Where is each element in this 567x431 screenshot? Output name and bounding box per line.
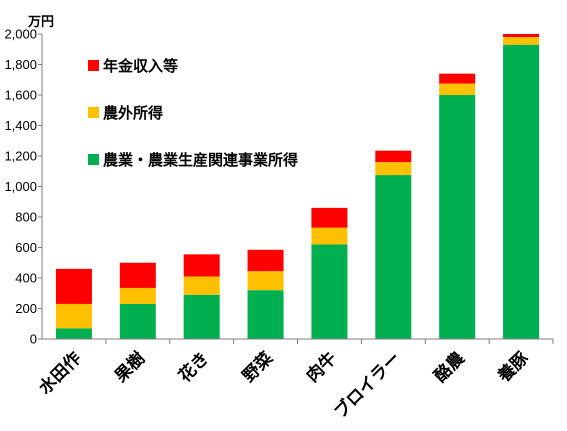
bar-stack xyxy=(311,207,348,339)
y-tick-label: 200 xyxy=(15,301,37,316)
bar-stack xyxy=(503,34,540,340)
bar-segment-farm-income xyxy=(375,175,412,339)
bar-segment-pension xyxy=(375,150,412,163)
bar-segment-pension xyxy=(119,262,156,288)
bar-segment-nonfarm-income xyxy=(439,83,476,95)
y-tick-label: 1,200 xyxy=(4,149,37,164)
bar-segment-pension xyxy=(55,268,92,304)
legend-swatch xyxy=(88,60,99,71)
bar-segment-farm-income xyxy=(503,44,540,340)
x-category-label: ブロイラー xyxy=(330,348,405,423)
bar-stack xyxy=(183,254,220,339)
x-category-label: 養豚 xyxy=(493,348,533,388)
bar-stack xyxy=(247,249,284,339)
y-axis-ticks: 0 200 400 600 800 1,000 1,200 1,400 1,600 1,800 2,… xyxy=(4,27,42,347)
bar-segment-pension xyxy=(247,249,284,272)
y-tick-label: 2,000 xyxy=(4,27,37,42)
bar-segment-pension xyxy=(183,254,220,277)
y-tick-label: 600 xyxy=(15,240,37,255)
legend-swatch xyxy=(88,107,99,118)
legend-label: 農業・農業生産関連事業所得 xyxy=(103,151,298,169)
legend-label: 農外所得 xyxy=(103,104,163,122)
y-axis-unit-label: 万円 xyxy=(27,15,54,30)
bar-stack xyxy=(119,262,156,339)
x-category-label: 肉牛 xyxy=(302,348,341,387)
x-category-label: 花き xyxy=(174,348,213,387)
y-tick-label: 1,600 xyxy=(4,88,37,103)
x-category-label: 水田作 xyxy=(35,348,86,399)
bar-segment-nonfarm-income xyxy=(119,287,156,304)
bar-segment-pension xyxy=(311,207,348,228)
y-tick-label: 1,400 xyxy=(4,118,37,133)
y-tick-label: 0 xyxy=(30,332,37,347)
bar-segment-farm-income xyxy=(183,294,220,339)
bar-segment-farm-income xyxy=(247,290,284,339)
bar-stack xyxy=(439,73,476,339)
bar-segment-nonfarm-income xyxy=(183,276,220,295)
y-tick-label: 400 xyxy=(15,271,37,286)
bar-segment-nonfarm-income xyxy=(311,227,348,245)
x-category-label: 野菜 xyxy=(239,348,278,387)
y-tick-label: 800 xyxy=(15,210,37,225)
legend-label: 年金収入等 xyxy=(103,57,178,75)
bar-segment-farm-income xyxy=(119,303,156,339)
bar-stack xyxy=(55,268,92,339)
bar-segment-nonfarm-income xyxy=(375,162,412,176)
bar-segment-farm-income xyxy=(311,244,348,339)
x-category-label: 酪農 xyxy=(430,348,469,387)
bar-segment-pension xyxy=(503,34,540,38)
bar-segment-nonfarm-income xyxy=(503,37,540,45)
legend-swatch xyxy=(88,154,99,165)
bars xyxy=(55,34,540,340)
x-category-label: 果樹 xyxy=(110,348,149,387)
bar-segment-farm-income xyxy=(439,95,476,339)
y-tick-label: 1,800 xyxy=(4,57,37,72)
bar-segment-nonfarm-income xyxy=(247,271,284,291)
bar-segment-nonfarm-income xyxy=(55,303,92,329)
bar-stack xyxy=(375,150,412,339)
bar-segment-pension xyxy=(439,73,476,84)
y-tick-label: 1,000 xyxy=(4,179,37,194)
bar-segment-farm-income xyxy=(55,328,92,339)
